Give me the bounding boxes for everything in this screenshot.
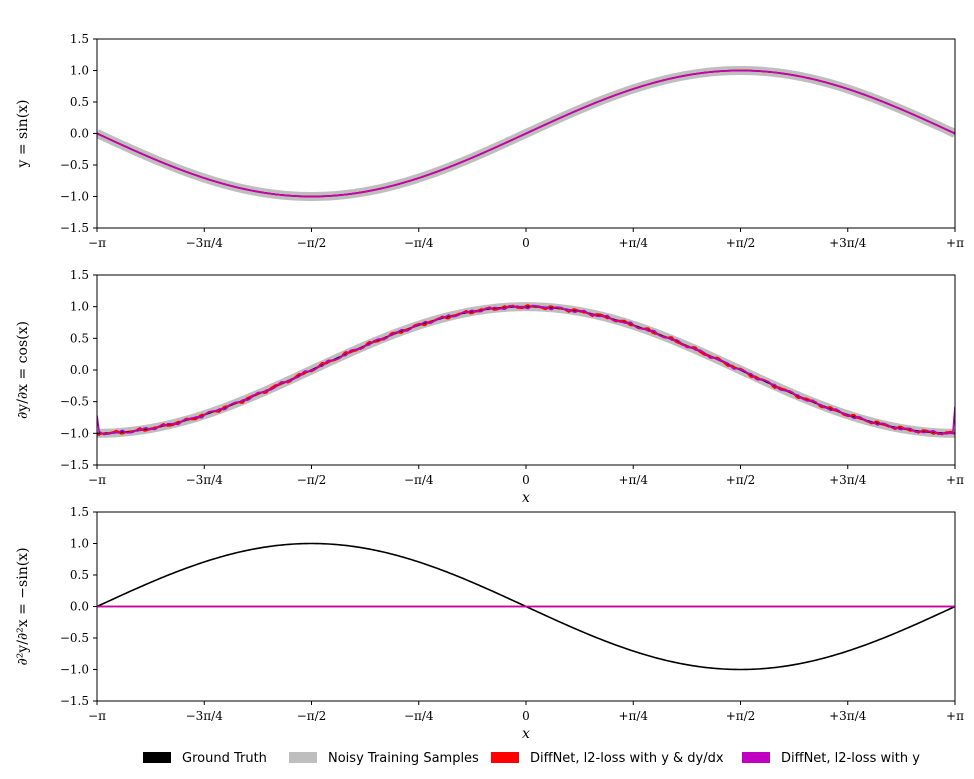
x-axis-label: x [522, 490, 530, 506]
legend-label: Ground Truth [182, 751, 267, 766]
x-tick-label: −π/4 [404, 473, 434, 487]
legend-label: DiffNet, l2-loss with y & dy/dx [530, 751, 724, 766]
y-tick-label: −1.0 [60, 190, 89, 204]
x-tick-label: −3π/4 [186, 473, 224, 487]
y-tick-label: 0.5 [70, 568, 89, 582]
series-diffnet-y-line [97, 304, 955, 436]
x-tick-label: +π/2 [726, 709, 756, 723]
y-tick-label: 0.0 [70, 363, 89, 377]
x-tick-label: −3π/4 [186, 236, 224, 250]
y-tick-label: 1.0 [70, 64, 89, 78]
subplot-1: −1.5 −1.0 −0.5 0.0 0.5 1.0 1.5 −π −3π/4 −π/2 −π/4 0… [15, 32, 964, 250]
y-tick-label: 1.5 [70, 32, 89, 46]
y-tick-label: 0.0 [70, 600, 89, 614]
x-tick-label: −π/2 [297, 236, 327, 250]
y-tick-label: 0.0 [70, 127, 89, 141]
y-tick-label: −0.5 [60, 158, 89, 172]
x-tick-label: 0 [522, 709, 530, 723]
x-tick-label: 0 [522, 473, 530, 487]
legend-swatch [143, 752, 171, 763]
legend-swatch [742, 752, 770, 763]
x-tick-label: +π [946, 473, 964, 487]
x-tick-label: −π/2 [297, 709, 327, 723]
x-tick-label: +π/4 [618, 473, 648, 487]
y-tick-label: −0.5 [60, 395, 89, 409]
legend-label: DiffNet, l2-loss with y [781, 751, 920, 766]
y-tick-label: 1.0 [70, 537, 89, 551]
series-noisy-samples-band [97, 302, 955, 438]
y-tick-label: −1.0 [60, 426, 89, 440]
y-tick-label: −1.5 [60, 458, 89, 472]
x-tick-label: +π/4 [618, 236, 648, 250]
x-tick-label: −π/2 [297, 473, 327, 487]
legend-swatch [289, 752, 317, 763]
y-tick-label: −0.5 [60, 631, 89, 645]
series-ground-truth-line [97, 305, 955, 435]
x-tick-label: −π [88, 236, 106, 250]
y-tick-label: 1.5 [70, 505, 89, 519]
x-axis-label: x [522, 726, 530, 742]
y-tick-label: −1.5 [60, 694, 89, 708]
x-tick-label: +π/4 [618, 709, 648, 723]
y-tick-label: −1.0 [60, 663, 89, 677]
y-tick-label: 1.5 [70, 268, 89, 282]
y-axis-label: y = sin(x) [15, 99, 31, 168]
legend: Ground Truth Noisy Training Samples DiffNe… [143, 751, 920, 766]
subplot-2: −1.5 −1.0 −0.5 0.0 0.5 1.0 1.5 −π −3π/4 −π/2 −π/4 0… [15, 268, 964, 506]
subplot-3: −1.5 −1.0 −0.5 0.0 0.5 1.0 1.5 −π −3π/4 −π/2 −π/4 0… [15, 505, 964, 742]
x-tick-label: −π [88, 709, 106, 723]
x-tick-label: +π/2 [726, 236, 756, 250]
x-tick-label: 0 [522, 236, 530, 250]
x-tick-label: −π/4 [404, 236, 434, 250]
x-tick-label: +π [946, 709, 964, 723]
x-tick-label: +3π/4 [829, 473, 867, 487]
x-tick-label: +π/2 [726, 473, 756, 487]
x-tick-label: +3π/4 [829, 709, 867, 723]
x-tick-label: −π/4 [404, 709, 434, 723]
series-diffnet-y-dydx-line [97, 304, 955, 436]
x-tick-label: +3π/4 [829, 236, 867, 250]
x-tick-label: −3π/4 [186, 709, 224, 723]
y-tick-label: 1.0 [70, 300, 89, 314]
legend-label: Noisy Training Samples [328, 751, 479, 766]
y-tick-label: 0.5 [70, 331, 89, 345]
series-diffnet-y-line [97, 69, 955, 198]
y-axis-label: ∂y/∂x = cos(x) [15, 321, 31, 419]
x-tick-label: +π [946, 236, 964, 250]
y-tick-label: 0.5 [70, 95, 89, 109]
legend-swatch [491, 752, 519, 763]
y-tick-label: −1.5 [60, 221, 89, 235]
x-tick-label: −π [88, 473, 106, 487]
y-axis-label: ∂²y/∂²x = −sin(x) [15, 547, 31, 665]
